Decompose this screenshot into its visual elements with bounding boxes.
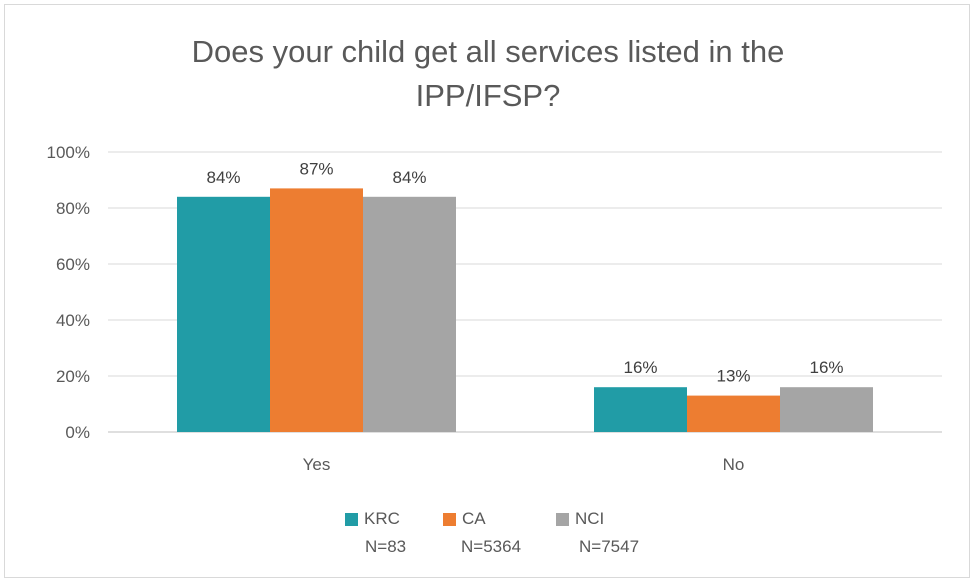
x-axis-ticks: Yes No [303,455,745,474]
legend-label-ca: CA [462,509,486,528]
legend-swatch-nci [556,512,569,526]
legend-n-krc: N=83 [365,537,407,556]
legend-swatch-krc [345,512,358,526]
legend-n-nci: N=7547 [579,537,640,556]
legend-label-krc: KRC [364,509,400,528]
y-axis-ticks: 0% 20% 40% 60% 80% 100% [47,143,90,442]
bar-ca-yes [270,188,363,432]
chart-title: Does your child get all services listed … [191,34,785,113]
legend-item-ca: CA [443,509,486,529]
legend-swatch-ca [443,512,456,526]
y-tick-label: 100% [47,143,90,162]
bar-krc-no [594,387,687,432]
bars [177,188,873,432]
bar-nci-yes [363,196,456,432]
data-label-krc-yes: 84% [206,168,240,187]
data-label-ca-no: 13% [716,367,750,386]
data-labels: 84% 87% 84% 16% 13% 16% [206,159,843,385]
data-label-ca-yes: 87% [299,159,333,178]
data-label-nci-no: 16% [809,358,843,377]
legend-label-nci: NCI [575,509,605,528]
legend-item-nci: NCI [556,509,604,529]
chart-frame [4,4,970,578]
legend-n-ca: N=5364 [461,537,522,556]
y-tick-label: 80% [56,199,90,218]
x-tick-label: No [723,455,745,474]
data-label-krc-no: 16% [623,358,657,377]
legend-item-krc: KRC [345,509,400,529]
y-tick-label: 20% [56,367,90,386]
y-tick-label: 0% [65,423,90,442]
y-tick-label: 60% [56,255,90,274]
bar-krc-yes [177,196,270,432]
bar-ca-no [687,395,780,432]
x-tick-label: Yes [303,455,331,474]
y-tick-label: 40% [56,311,90,330]
bar-nci-no [780,387,873,432]
legend: KRC CA NCI N=83 N=5364 N=7547 [0,509,976,559]
data-label-nci-yes: 84% [392,168,426,187]
